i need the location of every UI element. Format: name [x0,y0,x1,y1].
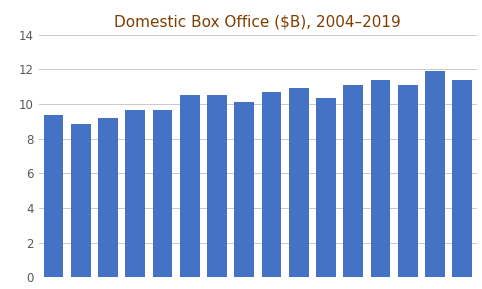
Bar [425,71,445,277]
Bar [71,124,91,277]
Bar [234,102,254,277]
Bar [44,115,63,277]
Bar [316,98,336,277]
Bar [125,110,145,277]
Bar [289,88,308,277]
Bar [98,118,118,277]
Bar [262,92,281,277]
Bar [453,80,472,277]
Bar [343,85,363,277]
Bar [398,85,417,277]
Bar [371,80,390,277]
Bar [207,95,227,277]
Bar [153,110,173,277]
Bar [180,95,200,277]
Title: Domestic Box Office ($B), 2004–2019: Domestic Box Office ($B), 2004–2019 [115,14,401,29]
